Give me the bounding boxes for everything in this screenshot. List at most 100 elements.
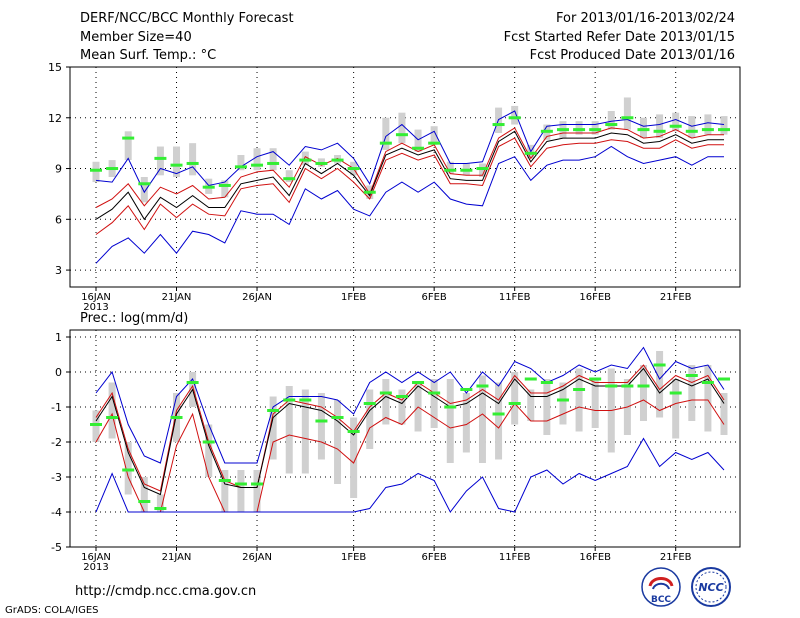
spread-box [124, 131, 132, 161]
precip-panel-title: Prec.: log(mm/d) [80, 311, 188, 326]
grads-credit: GrADS: COLA/IGES [5, 605, 99, 616]
spread-box [639, 365, 647, 421]
median-marker [653, 363, 666, 367]
spread-box [108, 382, 116, 439]
median-marker [251, 482, 264, 486]
median-marker [556, 128, 569, 132]
median-marker [412, 381, 425, 384]
y-tick-label: 6 [55, 213, 62, 226]
median-marker [186, 161, 199, 165]
source-url[interactable]: http://cmdp.ncc.cma.gov.cn [75, 584, 257, 599]
series-lower-line [95, 137, 724, 235]
spread-box [221, 470, 229, 512]
x-tick-label: 16FEB [579, 552, 611, 563]
x-tick-label: 6FEB [422, 292, 447, 303]
spread-box [269, 396, 277, 460]
median-marker [669, 124, 682, 128]
y-tick-label: 3 [55, 264, 62, 277]
median-marker [363, 190, 376, 194]
median-marker [589, 377, 602, 381]
spread-box [688, 116, 696, 139]
spread-box [92, 161, 100, 183]
series-max-line [95, 346, 725, 464]
y-tick-label: 0 [55, 366, 62, 379]
spread-box [527, 389, 535, 421]
bcc-logo: BCC [641, 567, 681, 607]
chart-title: DERF/NCC/BCC Monthly Forecast [80, 11, 294, 26]
median-marker [685, 129, 698, 133]
produced-date: Fcst Produced Date 2013/01/16 [529, 48, 735, 63]
y-tick-label: -3 [51, 471, 62, 484]
ncc-logo-text: NCC [698, 581, 723, 594]
spread-box [430, 126, 438, 145]
median-marker [347, 167, 360, 171]
spread-box [140, 177, 148, 203]
median-marker [283, 177, 296, 181]
spread-box [704, 114, 712, 135]
spread-box [591, 121, 599, 135]
median-marker [524, 377, 537, 381]
spread-box [334, 400, 342, 484]
median-marker [379, 141, 392, 145]
spread-box [543, 379, 551, 435]
median-marker [138, 500, 151, 503]
median-marker [379, 391, 392, 395]
x-tick-sublabel: 2013 [83, 302, 108, 313]
spread-box [140, 477, 148, 512]
spread-box [623, 97, 631, 130]
median-marker [540, 381, 553, 384]
series-min-line [95, 437, 725, 513]
median-marker [621, 384, 634, 388]
spread-box [253, 148, 261, 171]
median-marker [363, 402, 376, 405]
plot-frame [69, 329, 741, 548]
median-marker [395, 395, 408, 398]
series-min-line [95, 145, 724, 264]
median-marker [218, 183, 231, 187]
median-marker [122, 468, 135, 472]
median-marker [492, 412, 505, 416]
x-tick-label: 11FEB [499, 292, 531, 303]
median-marker [589, 128, 602, 132]
x-tick-label: 21FEB [660, 292, 692, 303]
median-marker [331, 416, 344, 419]
x-tick-label: 26JAN [242, 292, 272, 303]
median-marker [669, 391, 682, 395]
y-tick-label: -1 [51, 401, 62, 414]
median-marker [90, 168, 102, 172]
median-marker [524, 151, 537, 155]
series-max-line [95, 110, 725, 194]
bcc-logo-text: BCC [651, 595, 671, 605]
median-marker [701, 381, 714, 384]
median-marker [283, 398, 296, 402]
median-marker [202, 440, 215, 444]
median-marker [621, 116, 634, 120]
median-marker [106, 167, 119, 171]
spread-box [672, 379, 680, 439]
x-tick-label: 6FEB [422, 552, 447, 563]
median-marker [476, 384, 489, 388]
spread-box [656, 114, 664, 139]
x-tick-label: 1FEB [341, 292, 366, 303]
median-marker [90, 423, 102, 426]
spread-box [221, 180, 229, 198]
spread-box [205, 424, 213, 477]
median-marker [234, 165, 247, 169]
median-marker [573, 388, 586, 391]
series-mean-line [95, 367, 725, 496]
spread-box [366, 389, 374, 449]
x-tick-label: 16JAN [81, 552, 111, 563]
spread-box [253, 470, 261, 512]
spread-box [462, 393, 470, 453]
median-marker [540, 129, 553, 133]
y-tick-label: 15 [48, 61, 62, 74]
median-marker [138, 182, 151, 186]
median-marker [347, 430, 360, 433]
member-size: Member Size=40 [80, 30, 192, 45]
ncc-logo: NCC [691, 567, 731, 607]
median-marker [492, 123, 505, 127]
spread-box [237, 155, 245, 171]
started-date: Fcst Started Refer Date 2013/01/15 [503, 30, 735, 45]
spread-box [720, 393, 728, 435]
